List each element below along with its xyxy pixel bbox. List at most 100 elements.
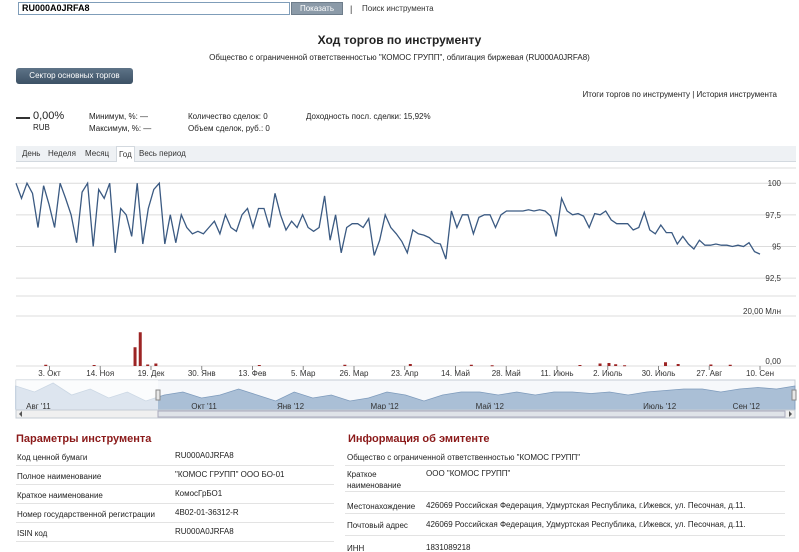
param-value: RU000A0JRFA8 xyxy=(175,527,234,536)
change-percent: 0,00% xyxy=(33,110,65,122)
issuer-title: Информация об эмитенте xyxy=(348,433,490,445)
param-row: Краткое наименование КомосГрБО1 xyxy=(16,486,334,504)
navigator-label: Янв '12 xyxy=(277,402,305,411)
x-tick-label: 30. Июль xyxy=(642,369,676,378)
param-row: Полное наименование "КОМОС ГРУПП" ООО БО… xyxy=(16,467,334,485)
volume-bar xyxy=(598,363,602,366)
tab-week[interactable]: Неделя xyxy=(48,149,76,158)
price-line xyxy=(15,181,761,260)
price-grid xyxy=(16,167,796,279)
volume-bar xyxy=(138,332,142,366)
param-value: 4B02-01-36312-R xyxy=(175,508,239,517)
x-tick-label: 14. Ноя xyxy=(86,369,114,378)
volume-grid xyxy=(16,295,796,367)
x-tick-label: 10. Сен xyxy=(746,369,774,378)
volume-bar xyxy=(92,365,96,366)
page-title: Ход торгов по инструменту xyxy=(317,33,482,47)
scroll-left-icon xyxy=(19,411,22,417)
price-tick-label: 95 xyxy=(772,242,781,251)
x-tick-label: 11. Июнь xyxy=(540,369,573,378)
volume-bar xyxy=(343,364,347,366)
params-title: Параметры инструмента xyxy=(16,433,152,445)
navigator-label: Сен '12 xyxy=(733,402,761,411)
search-instrument-link[interactable]: Поиск инструмента xyxy=(362,4,434,13)
issuer-value: 426069 Российская Федерация, Удмуртская … xyxy=(426,520,746,529)
x-tick-label: 13. Фев xyxy=(238,369,266,378)
scroll-right-icon xyxy=(789,411,792,417)
yield-stat: Доходность посл. сделки: 15,92% xyxy=(306,112,431,121)
issuer-label: Краткое наименование xyxy=(347,470,402,490)
tab-month[interactable]: Месяц xyxy=(85,149,110,158)
navigator-label: Июль '12 xyxy=(643,402,677,411)
x-axis: 3. Окт 14. Ноя 19. Дек 30. Янв 13. Фев 5. Мар… xyxy=(38,366,774,378)
issuer-row: Местонахождение 426069 Российская Федера… xyxy=(345,492,785,514)
volume-bar xyxy=(133,347,137,366)
tab-day[interactable]: День xyxy=(22,149,41,158)
issuer-label: Почтовый адрес xyxy=(347,521,408,530)
volume-bar xyxy=(146,364,150,366)
price-tick-label: 92,5 xyxy=(765,274,781,283)
price-axis: 100 97,5 95 92,5 xyxy=(765,179,781,283)
param-label: ISIN код xyxy=(17,529,48,538)
param-value: RU000A0JRFA8 xyxy=(175,451,234,460)
param-label: Номер государственной регистрации xyxy=(17,510,155,519)
param-row: Номер государственной регистрации 4B02-0… xyxy=(16,505,334,523)
x-tick-label: 2. Июль xyxy=(593,369,622,378)
navigator-label: Мар '12 xyxy=(370,402,399,411)
volume-bar xyxy=(676,364,680,366)
volume-bar xyxy=(709,364,713,366)
issuer-name-row: Общество с ограниченной ответственностью… xyxy=(345,448,785,466)
issuer-row: Краткое наименование ООО "КОМОС ГРУПП" xyxy=(345,466,785,492)
navigator[interactable]: Авг '11 Окт '11 Янв '12 Мар '12 Май '12 Июль … xyxy=(15,379,797,419)
page-subtitle: Общество с ограниченной ответственностью… xyxy=(209,53,590,62)
param-value: КомосГрБО1 xyxy=(175,489,223,498)
results-link[interactable]: Итоги торгов по инструменту xyxy=(582,90,690,99)
volume-bar xyxy=(257,365,261,366)
x-tick-label: 30. Янв xyxy=(188,369,216,378)
volume-bar xyxy=(44,364,48,366)
scrollbar-thumb xyxy=(157,410,786,418)
volume-bar xyxy=(469,364,473,366)
max-stat: Максимум, %: — xyxy=(89,124,152,133)
x-tick-label: 23. Апр xyxy=(391,369,419,378)
volume-bar xyxy=(607,363,611,366)
issuer-value: 1831089218 xyxy=(426,543,471,552)
issuer-name: Общество с ограниченной ответственностью… xyxy=(347,453,581,462)
sector-button[interactable]: Сектор основных торгов xyxy=(16,68,133,84)
volume-tick-label: 20,00 Млн xyxy=(743,307,781,316)
param-label: Полное наименование xyxy=(17,472,102,481)
volume-bar xyxy=(490,365,494,367)
param-label: Краткое наименование xyxy=(17,491,103,500)
tab-all-period[interactable]: Весь период xyxy=(139,149,186,158)
x-tick-label: 3. Окт xyxy=(38,369,61,378)
param-row: ISIN код RU000A0JRFA8 xyxy=(16,524,334,542)
instrument-links: Итоги торгов по инструменту | История ин… xyxy=(583,90,777,99)
x-tick-label: 19. Дек xyxy=(138,369,165,378)
tab-year[interactable]: Год xyxy=(116,146,135,162)
price-tick-label: 97,5 xyxy=(765,211,781,220)
legend-line-icon xyxy=(16,117,30,119)
links-separator: | xyxy=(690,90,697,99)
x-tick-label: 28. Май xyxy=(492,369,521,378)
x-tick-label: 5. Мар xyxy=(291,369,316,378)
show-button[interactable]: Показать xyxy=(291,2,343,15)
issuer-label: Местонахождение xyxy=(347,502,416,511)
volume-axis: 20,00 Млн 0,00 xyxy=(743,307,782,366)
param-row: Код ценной бумаги RU000A0JRFA8 xyxy=(16,448,334,466)
navigator-handle-right xyxy=(791,389,797,401)
issuer-value: 426069 Российская Федерация, Удмуртская … xyxy=(426,501,746,510)
volume-bar xyxy=(664,362,668,366)
navigator-label: Май '12 xyxy=(476,402,505,411)
param-label: Код ценной бумаги xyxy=(17,453,88,462)
period-tabs: День Неделя Месяц Год Весь период xyxy=(16,146,796,162)
navigator-unselected xyxy=(16,380,158,410)
x-tick-label: 26. Мар xyxy=(339,369,369,378)
volume-bar xyxy=(154,363,158,366)
currency-label: RUB xyxy=(33,123,50,132)
issuer-label: ИНН xyxy=(347,544,365,552)
navigator-label: Авг '11 xyxy=(26,402,51,411)
navigator-handle-left xyxy=(155,389,161,401)
search-input[interactable]: RU000A0JRFA8 xyxy=(18,2,290,15)
history-link[interactable]: История инструмента xyxy=(696,90,777,99)
